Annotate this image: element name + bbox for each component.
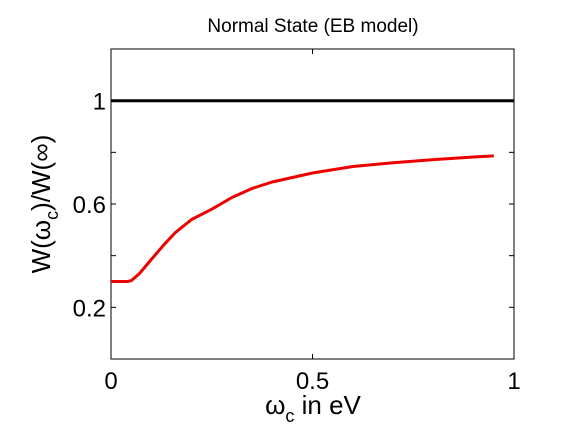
y-tick-label: 1 — [93, 89, 106, 116]
series-layer — [111, 99, 514, 283]
tick-labels: 0 0.5 1 0.2 0.6 1 — [73, 89, 521, 395]
y-tick-label: 0.6 — [73, 192, 106, 219]
x-tick-label: 0.5 — [296, 368, 329, 395]
x-axis-label-unit: in eV — [294, 390, 361, 420]
x-axis-label: ωc in eV — [265, 390, 361, 426]
y-axis-label-subscript: c — [42, 211, 62, 220]
chart-title: Normal State (EB model) — [207, 16, 418, 37]
x-axis-label-symbol: ω — [265, 390, 285, 420]
plot-area — [110, 48, 515, 360]
x-tick-label: 0 — [104, 368, 117, 395]
x-tick-label: 1 — [507, 368, 520, 395]
y-axis-label: W(ωc)/W(∞) — [26, 135, 62, 274]
y-axis-label-right: )/W(∞) — [26, 135, 56, 211]
axis-ticks — [110, 49, 515, 359]
x-axis-label-subscript: c — [285, 406, 294, 426]
w-ratio-curve — [111, 154, 494, 283]
y-tick-label: 0.2 — [73, 295, 106, 322]
y-axis-label-left: W(ω — [26, 220, 56, 274]
